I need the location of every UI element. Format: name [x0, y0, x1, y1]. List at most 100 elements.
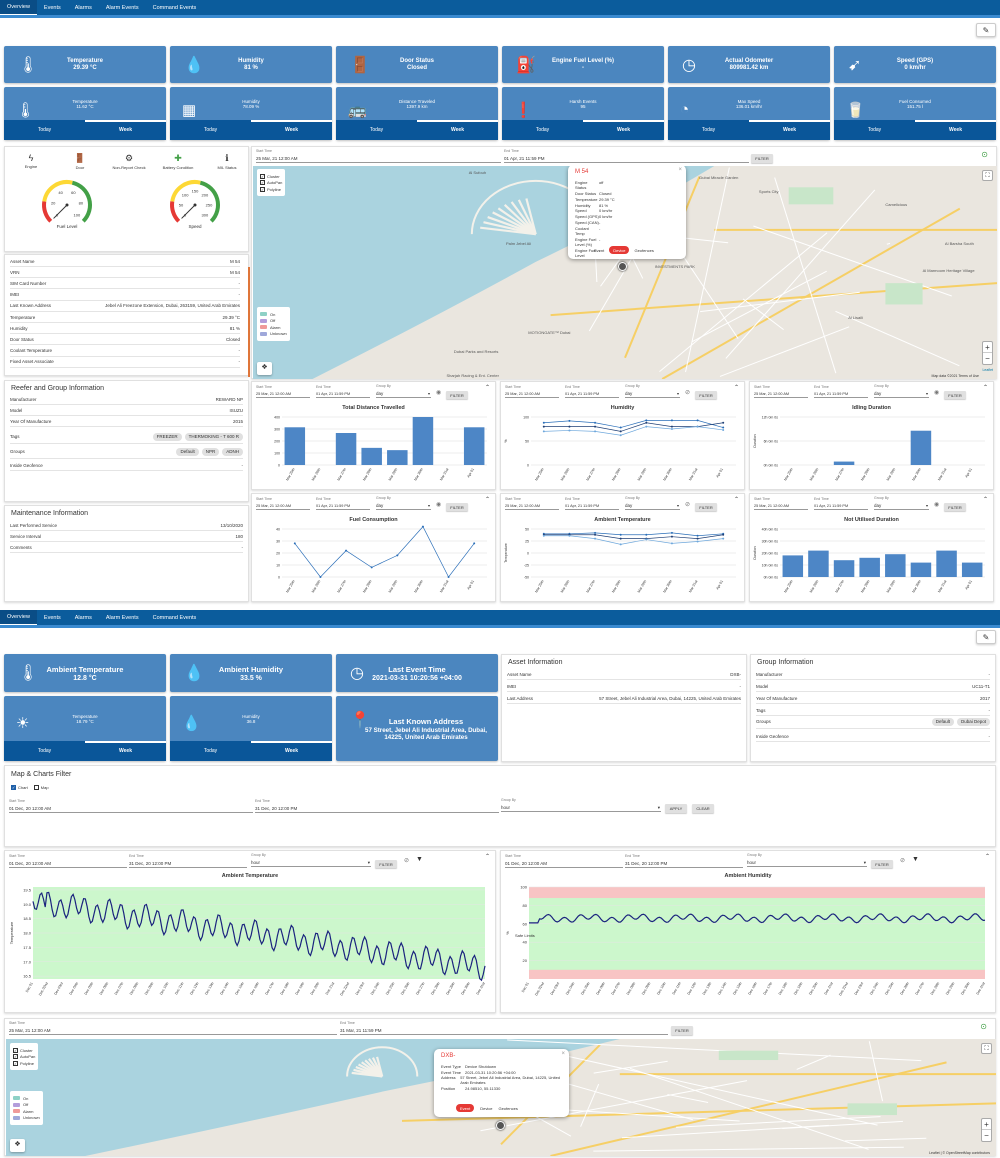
filter-button[interactable]: FILTER	[695, 503, 717, 511]
eye-off-icon[interactable]: ⊘	[685, 501, 690, 508]
tab-events[interactable]: Events	[37, 610, 68, 625]
start-time-input[interactable]: 01 Dec, 20 12:00 AM	[9, 806, 253, 813]
week-tab[interactable]: Week	[251, 120, 332, 140]
eye-icon[interactable]: ◉	[436, 501, 441, 508]
filter-icon[interactable]: ▼	[416, 856, 423, 863]
start-time-input[interactable]: 25 Mar, 21 12:00 AM	[754, 504, 808, 510]
collapse-icon[interactable]: ⌃	[485, 496, 490, 503]
eye-icon[interactable]: ◉	[934, 389, 939, 396]
today-tab[interactable]: Today	[336, 120, 417, 140]
start-time-input[interactable]: 25 Mar, 21 12:00 AM	[9, 1028, 337, 1035]
start-time-input[interactable]: 25 Mar, 21 12:00 AM	[256, 504, 310, 510]
week-tab[interactable]: Week	[915, 120, 996, 140]
truck-marker-icon[interactable]	[496, 1121, 505, 1130]
popup-tab-device[interactable]: Device	[609, 246, 629, 254]
collapse-icon[interactable]: ⌃	[985, 853, 990, 860]
zoom-in-button[interactable]: +	[982, 1119, 991, 1130]
end-time-input[interactable]: 01 Apr, 21 11:59 PM	[316, 392, 370, 398]
group-by-select[interactable]: hour ▾	[501, 805, 661, 812]
tab-overview[interactable]: Overview	[0, 0, 37, 15]
close-icon[interactable]: ×	[678, 167, 682, 173]
group-chip[interactable]: Default	[932, 718, 954, 726]
locate-icon[interactable]: ⊙	[981, 150, 988, 159]
layers-icon[interactable]: ❖	[257, 362, 272, 375]
popup-tab-device[interactable]: Device	[480, 1106, 492, 1111]
today-tab[interactable]: Today	[502, 120, 583, 140]
tab-command-events[interactable]: Command Events	[146, 610, 204, 625]
week-tab[interactable]: Week	[749, 120, 830, 140]
eye-icon[interactable]: ◉	[436, 389, 441, 396]
map[interactable]: + − ⛶ ❖ ✓ Cluster ✓ AutoPan ✓ Polyline On Off Alarm U…	[253, 166, 997, 379]
popup-tab-geofences[interactable]: Geofences	[634, 248, 653, 253]
tab-alarm-events[interactable]: Alarm Events	[99, 610, 146, 625]
filter-button[interactable]: FILTER	[871, 860, 893, 868]
collapse-icon[interactable]: ⌃	[485, 853, 490, 860]
end-time-input[interactable]: 01 Apr, 21 11:59 PM	[814, 392, 868, 398]
layers-icon[interactable]: ❖	[10, 1139, 25, 1152]
map-checkbox[interactable]: Map	[34, 785, 49, 790]
layer-autopan[interactable]: ✓ AutoPan	[260, 180, 282, 185]
layer-polyline[interactable]: ✓ Polyline	[13, 1061, 35, 1066]
tab-overview[interactable]: Overview	[0, 610, 37, 625]
zoom-out-button[interactable]: −	[982, 1130, 991, 1141]
week-tab[interactable]: Week	[583, 120, 664, 140]
group-chip[interactable]: NPR	[202, 448, 220, 456]
start-time-input[interactable]: 25 Mar, 21 12:00 AM	[505, 504, 559, 510]
week-tab[interactable]: Week	[85, 120, 166, 140]
group-by-select[interactable]: day ▾	[625, 503, 680, 510]
today-tab[interactable]: Today	[668, 120, 749, 140]
group-chip[interactable]: ADNH	[222, 448, 243, 456]
filter-button[interactable]: FILTER	[944, 503, 966, 511]
end-time-input[interactable]: 01 Apr, 21 11:59 PM	[504, 156, 749, 163]
truck-marker-icon[interactable]	[618, 262, 627, 271]
edit-button-2[interactable]: ✎	[976, 630, 996, 644]
zoom-out-button[interactable]: −	[983, 353, 992, 364]
end-time-input[interactable]: 31 Mar, 21 11:59 PM	[340, 1028, 668, 1035]
tag-chip[interactable]: THERMOKING - T 600 R	[185, 433, 243, 441]
group-chip[interactable]: Default	[176, 448, 198, 456]
chart-checkbox[interactable]: ✓ Chart	[11, 785, 28, 790]
group-by-select[interactable]: day ▾	[625, 391, 680, 398]
map[interactable]: + − ⛶ ❖ ✓ Cluster ✓ AutoPan ✓ Polyline On Off Alarm U…	[6, 1039, 996, 1156]
collapse-icon[interactable]: ⌃	[983, 384, 988, 391]
group-by-select[interactable]: day ▾	[874, 391, 929, 398]
checkbox-icon[interactable]: ✓	[13, 1054, 18, 1059]
edit-button[interactable]: ✎	[976, 23, 996, 37]
week-tab[interactable]: Week	[85, 741, 166, 761]
end-time-input[interactable]: 01 Apr, 21 11:59 PM	[565, 504, 619, 510]
locate-icon[interactable]: ⊙	[980, 1022, 987, 1031]
today-tab[interactable]: Today	[170, 741, 251, 761]
tag-chip[interactable]: FREEZER	[153, 433, 182, 441]
end-time-input[interactable]: 31 Dec, 20 12:00 PM	[625, 861, 743, 868]
today-tab[interactable]: Today	[4, 120, 85, 140]
layer-cluster[interactable]: ✓ Cluster	[13, 1048, 35, 1053]
collapse-icon[interactable]: ⌃	[734, 496, 739, 503]
checkbox-icon[interactable]: ✓	[11, 785, 16, 790]
scroll-indicator[interactable]	[248, 267, 250, 377]
end-time-input[interactable]: 31 Dec, 20 12:00 PM	[255, 806, 499, 813]
popup-tab-geofences[interactable]: Geofences	[498, 1106, 517, 1111]
today-tab[interactable]: Today	[4, 741, 85, 761]
zoom-in-button[interactable]: +	[983, 342, 992, 353]
eye-off-icon[interactable]: ⊘	[404, 857, 409, 864]
layer-polyline[interactable]: ✓ Polyline	[260, 187, 282, 192]
checkbox-icon[interactable]: ✓	[260, 180, 265, 185]
start-time-input[interactable]: 25 Mar, 21 12:00 AM	[256, 392, 310, 398]
apply-button[interactable]: APPLY	[665, 804, 687, 813]
filter-button[interactable]: FILTER	[751, 154, 773, 163]
eye-icon[interactable]: ◉	[934, 501, 939, 508]
checkbox-icon[interactable]: ✓	[260, 174, 265, 179]
filter-icon[interactable]: ▼	[912, 856, 919, 863]
tab-events[interactable]: Events	[37, 0, 68, 15]
checkbox-icon[interactable]: ✓	[260, 187, 265, 192]
clear-button[interactable]: CLEAR	[692, 804, 714, 813]
close-icon[interactable]: ×	[561, 1051, 565, 1057]
end-time-input[interactable]: 01 Apr, 21 11:59 PM	[814, 504, 868, 510]
tab-command-events[interactable]: Command Events	[146, 0, 204, 15]
checkbox-icon[interactable]: ✓	[13, 1061, 18, 1066]
eye-off-icon[interactable]: ⊘	[900, 857, 905, 864]
start-time-input[interactable]: 01 Dec, 20 12:00 AM	[505, 861, 623, 868]
tab-alarms[interactable]: Alarms	[68, 0, 99, 15]
tab-alarms[interactable]: Alarms	[68, 610, 99, 625]
group-by-select[interactable]: day ▾	[874, 503, 929, 510]
